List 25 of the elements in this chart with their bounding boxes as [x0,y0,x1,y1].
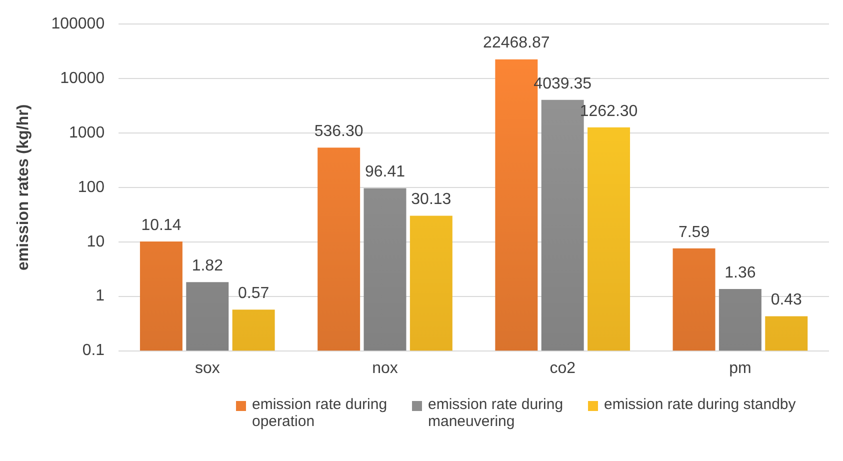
legend-label: emission rate during maneuvering [428,396,564,430]
legend-label: emission rate during operation [252,396,388,430]
y-tick-label: 100000 [51,15,105,32]
data-label: 30.13 [411,191,452,208]
y-tick-label: 1000 [68,124,105,142]
y-tick-label: 10000 [60,70,105,87]
data-label: 1.82 [192,258,224,275]
y-tick-label: 1 [96,288,105,305]
data-label: 7.59 [678,224,710,241]
data-label: 0.43 [770,292,802,309]
data-label: 1.36 [724,264,756,282]
x-tick-label: co2 [550,360,576,377]
y-tick-label: 10 [86,233,105,250]
x-tick-label: pm [729,360,752,377]
y-tick-label: 0.1 [82,342,105,360]
data-label: 22468.87 [483,34,550,52]
x-tick-label: sox [194,360,220,377]
data-label: 536.30 [314,123,364,140]
data-label: 0.57 [238,285,270,302]
y-axis-title: emission rates (kg/hr) [15,104,32,271]
legend-label: emission rate during standby [604,396,796,413]
x-tick-label: nox [372,360,398,377]
data-label: 10.14 [141,216,182,234]
data-label: 96.41 [364,164,406,181]
y-tick-label: 100 [78,178,105,196]
